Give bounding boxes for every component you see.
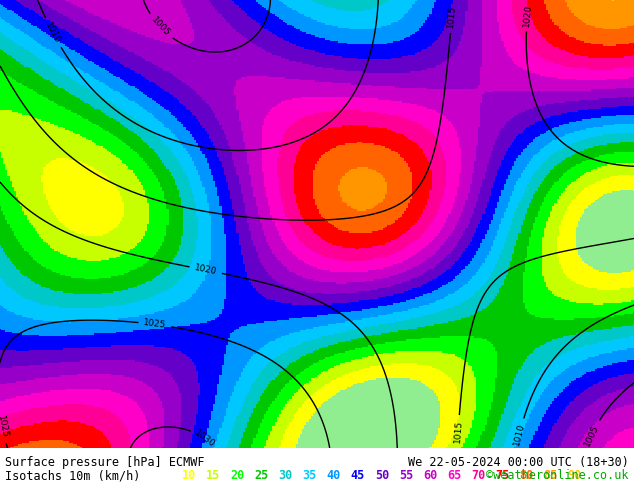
Text: ©weatheronline.co.uk: ©weatheronline.co.uk <box>486 469 629 483</box>
Text: We 22-05-2024 00:00 UTC (18+30): We 22-05-2024 00:00 UTC (18+30) <box>408 456 629 468</box>
Text: 1015: 1015 <box>446 4 458 28</box>
Text: 70: 70 <box>471 469 485 483</box>
Text: 45: 45 <box>351 469 365 483</box>
Text: 1030: 1030 <box>193 429 217 449</box>
Text: 1025: 1025 <box>143 318 167 330</box>
Text: 1025: 1025 <box>0 415 9 439</box>
Text: 85: 85 <box>543 469 557 483</box>
Text: 1010: 1010 <box>44 21 62 45</box>
Text: 1010: 1010 <box>512 422 526 447</box>
Text: 60: 60 <box>423 469 437 483</box>
Text: Surface pressure [hPa] ECMWF: Surface pressure [hPa] ECMWF <box>5 456 205 468</box>
Text: 55: 55 <box>399 469 413 483</box>
Text: 25: 25 <box>254 469 268 483</box>
Text: 50: 50 <box>375 469 389 483</box>
Text: 40: 40 <box>327 469 340 483</box>
Text: 10: 10 <box>182 469 196 483</box>
Text: 1015: 1015 <box>453 420 463 443</box>
Text: 20: 20 <box>230 469 244 483</box>
Text: 65: 65 <box>447 469 461 483</box>
Text: 80: 80 <box>519 469 533 483</box>
Text: 30: 30 <box>278 469 292 483</box>
Text: 1020: 1020 <box>193 264 217 277</box>
Text: 90: 90 <box>567 469 581 483</box>
Text: 1020: 1020 <box>522 3 533 27</box>
Text: 1005: 1005 <box>583 423 600 447</box>
Text: 35: 35 <box>302 469 316 483</box>
Text: 1005: 1005 <box>149 16 171 38</box>
Text: Isotachs 10m (km/h): Isotachs 10m (km/h) <box>5 469 141 483</box>
Text: 75: 75 <box>495 469 509 483</box>
Text: 15: 15 <box>206 469 220 483</box>
